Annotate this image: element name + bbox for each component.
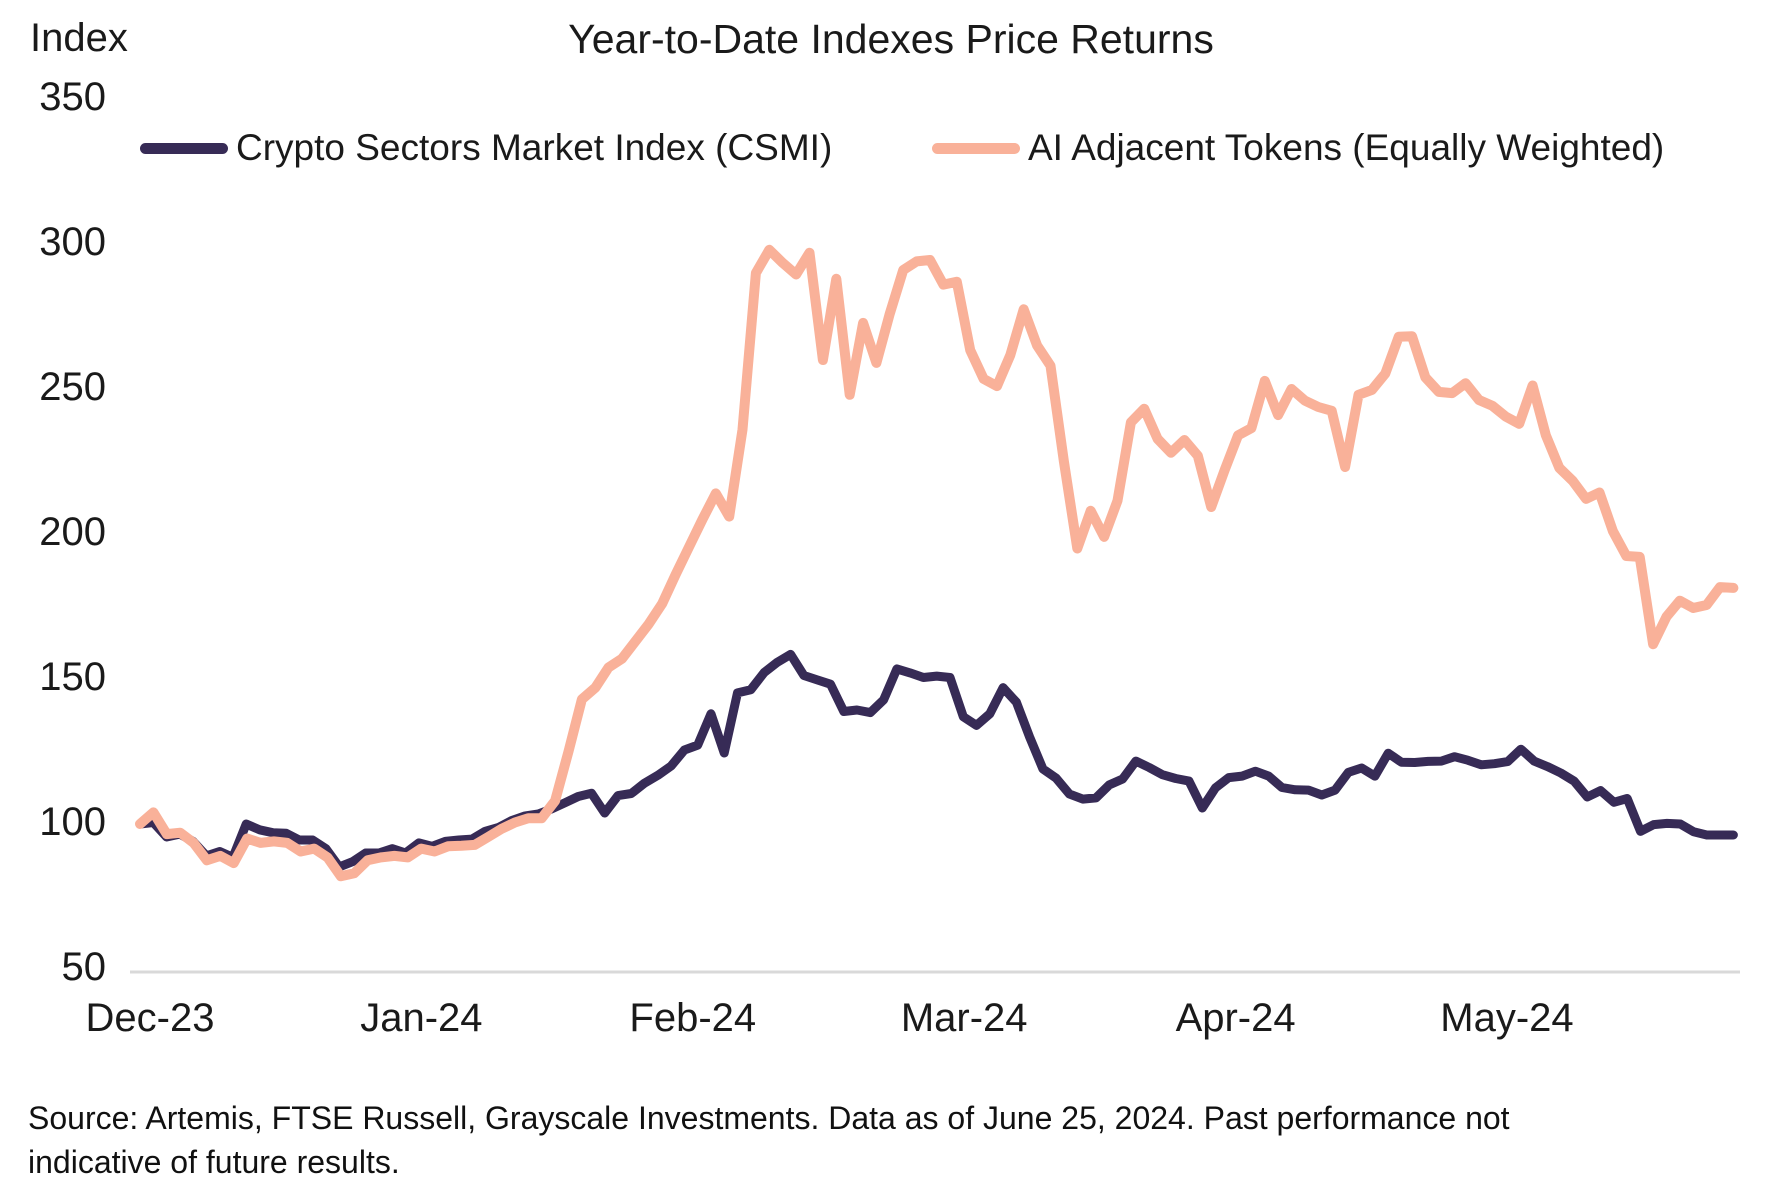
source-note: Source: Artemis, FTSE Russell, Grayscale… — [28, 1100, 1510, 1181]
x-tick-label-mar-24: Mar-24 — [900, 996, 1028, 1040]
x-tick-label-jan-24: Jan-24 — [360, 996, 483, 1040]
csmi-line-swatch-icon — [140, 142, 228, 154]
x-tick-label-may-24: May-24 — [1440, 996, 1574, 1040]
y-tick-label-300: 300 — [39, 220, 106, 264]
x-tick-label-feb-24: Feb-24 — [629, 996, 757, 1040]
ai-tokens-line-swatch-icon — [932, 142, 1020, 154]
y-tick-label-150: 150 — [39, 655, 106, 699]
ai-tokens-line — [135, 244, 1739, 882]
legend-item-csmi: Crypto Sectors Market Index (CSMI) — [140, 126, 832, 170]
y-axis-title: Index — [30, 16, 128, 60]
legend-label-ai-tokens: AI Adjacent Tokens (Equally Weighted) — [1028, 127, 1665, 168]
y-tick-label-100: 100 — [39, 800, 106, 844]
x-tick-label-dec-23: Dec-23 — [85, 996, 215, 1040]
x-tick-label-apr-24: Apr-24 — [1175, 996, 1296, 1040]
y-tick-label-250: 250 — [39, 365, 106, 409]
y-tick-label-350: 350 — [39, 75, 106, 119]
legend: Crypto Sectors Market Index (CSMI) AI Ad… — [0, 126, 1782, 170]
legend-item-ai-tokens: AI Adjacent Tokens (Equally Weighted) — [932, 126, 1664, 170]
legend-label-csmi: Crypto Sectors Market Index (CSMI) — [236, 127, 833, 168]
y-tick-label-200: 200 — [39, 510, 106, 554]
csmi-line — [135, 649, 1738, 872]
chart-title: Year-to-Date Indexes Price Returns — [568, 16, 1214, 62]
y-tick-label-50: 50 — [61, 945, 107, 989]
